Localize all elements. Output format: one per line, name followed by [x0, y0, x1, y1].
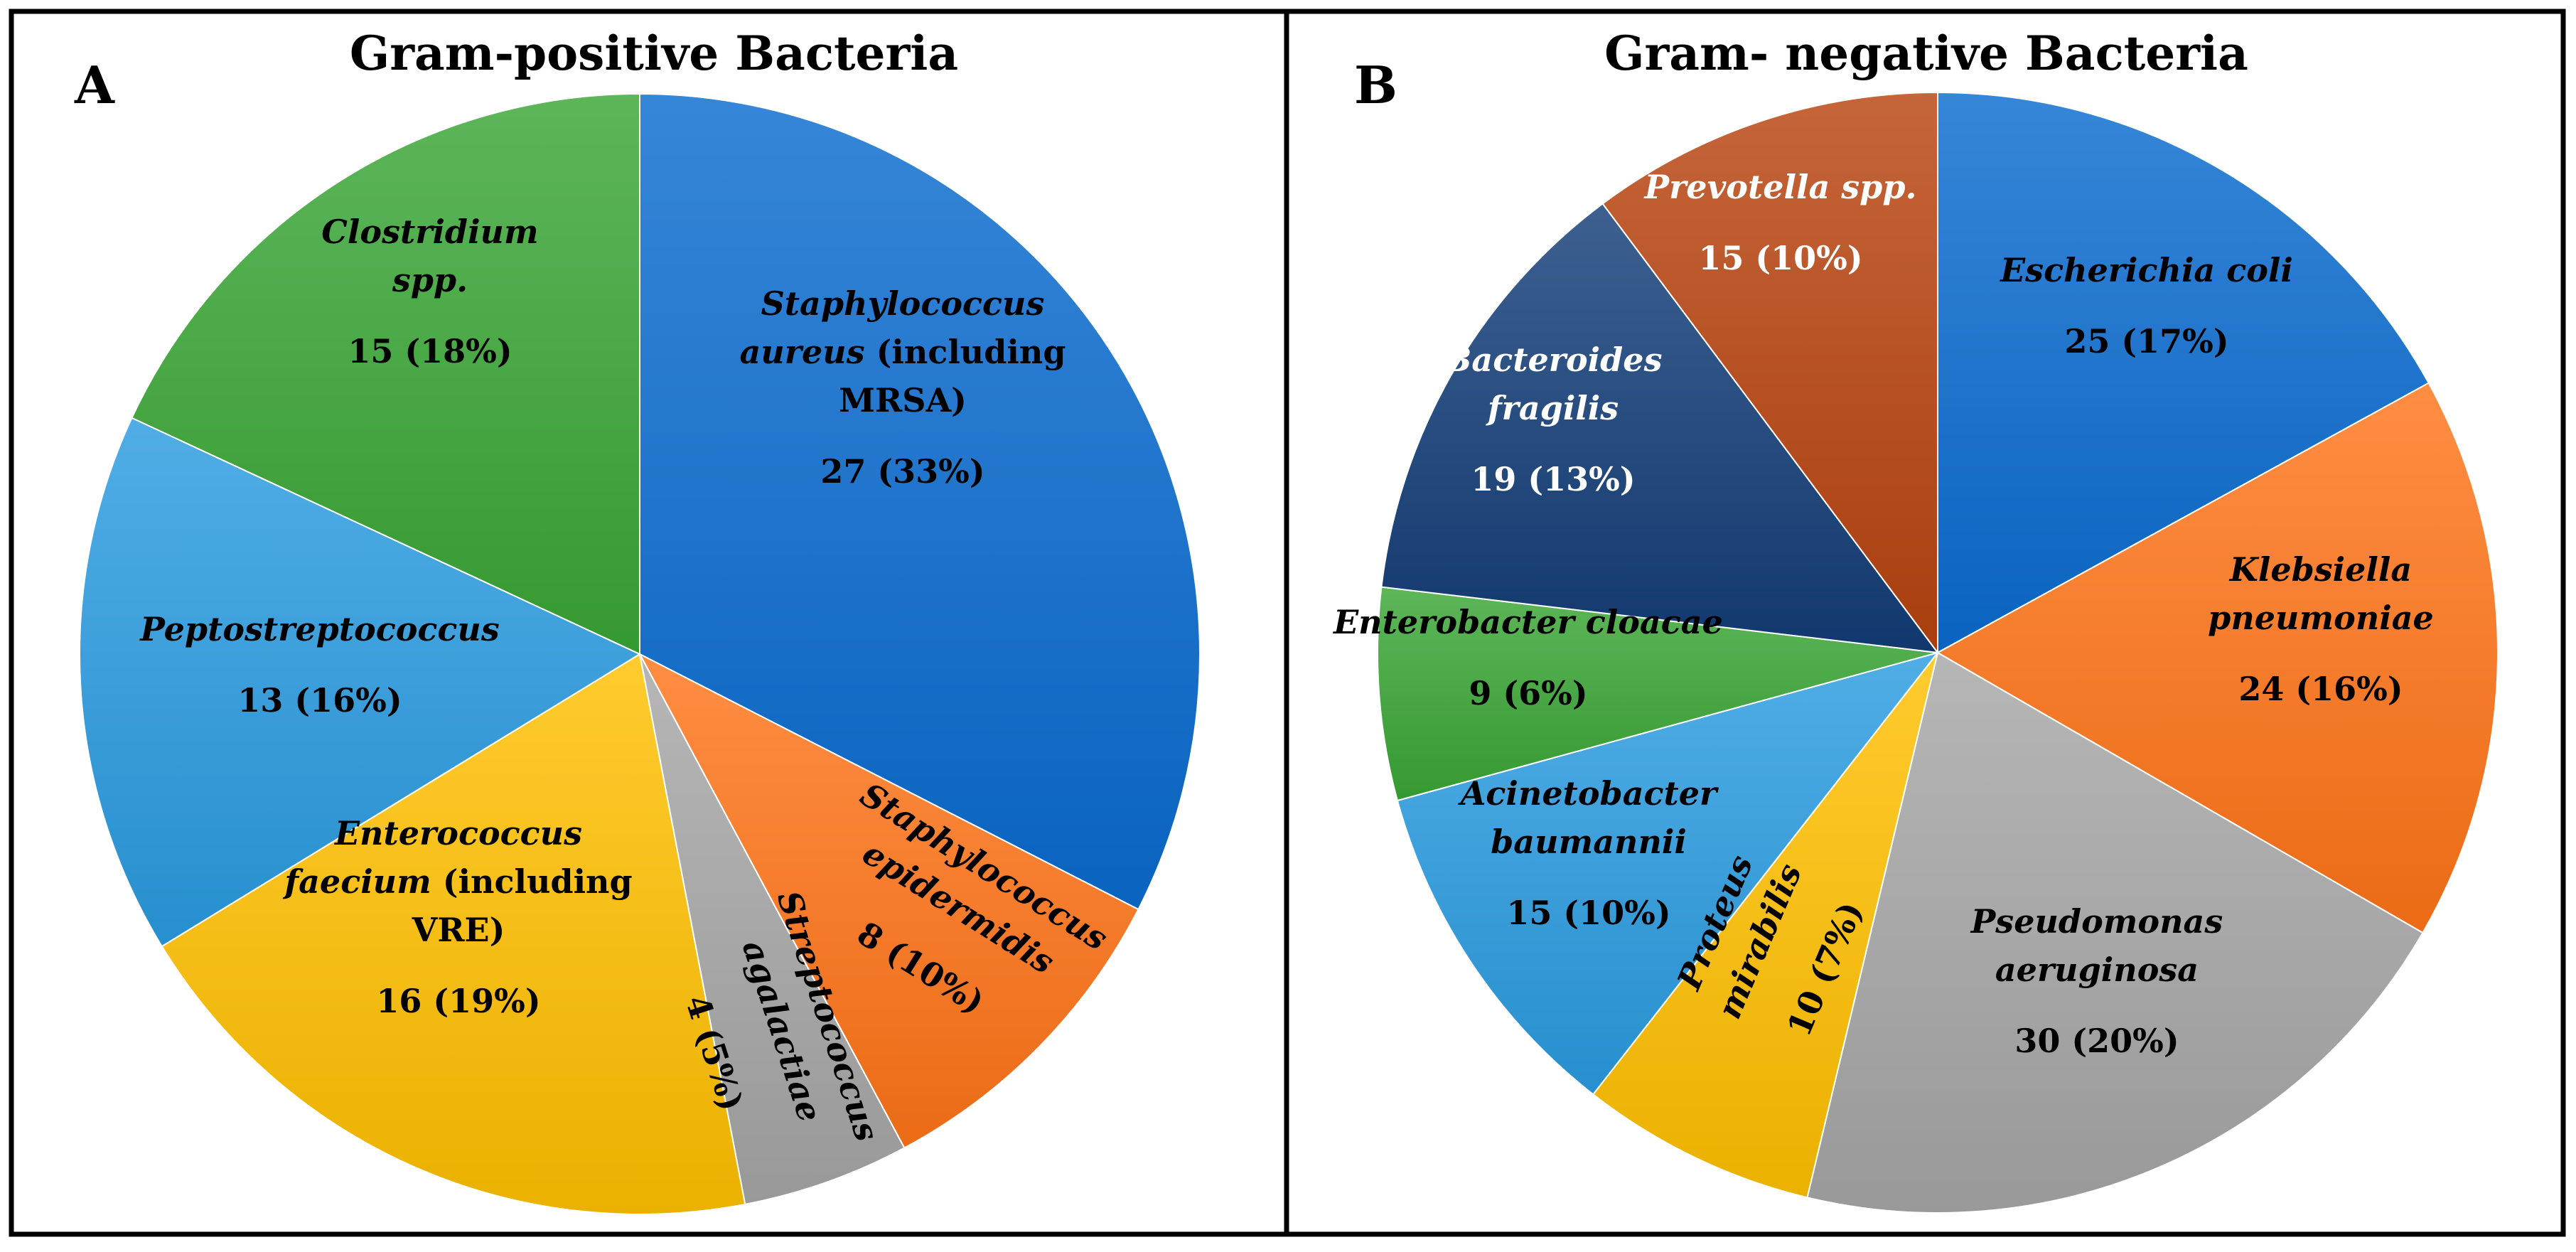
- slice-value-label: 15 (10%): [1698, 239, 1862, 277]
- slice-name-line: Enterobacter cloacae: [1332, 603, 1723, 641]
- slice-value-label: 9 (6%): [1469, 674, 1587, 712]
- pie-slice-klebsiella-pneumoniae: [1936, 382, 2499, 934]
- slice-name-line: aeruginosa: [1995, 951, 2199, 989]
- slice-name-line: Klebsiella: [2228, 550, 2412, 589]
- slice-name-line: Pseudomonas: [1970, 902, 2223, 941]
- pie-slice-prevotella-spp: [1601, 91, 1938, 656]
- slice-name-line: Acinetobacter: [1458, 774, 1719, 813]
- slice-label-klebsiella-pneumoniae: Klebsiella pneumoniae 24 (16%): [2208, 550, 2434, 708]
- slice-label-enterobacter-cloacae: Enterobacter cloacae 9 (6%): [1332, 603, 1723, 712]
- slice-value-label: 13 (16%): [237, 681, 402, 719]
- pie-chart-b: Escherichia coli 25 (17%) Klebsiella pneumo…: [1332, 91, 2499, 1214]
- pie-slice-escherichia-coli: [1937, 91, 2430, 654]
- slice-value-label: 30 (20%): [2014, 1022, 2179, 1060]
- slice-label-prevotella-spp: Prevotella spp. 15 (10%): [1643, 168, 1916, 277]
- pie-slice-streptococcus-agalactiae: [639, 653, 906, 1206]
- slice-name-line: faecium (including: [282, 862, 632, 901]
- slice-label-bacteroides-fragilis: Bacteroides fragilis 19 (13%): [1443, 341, 1663, 498]
- slice-label-peptostreptococcus: Peptostreptococcus 13 (16%): [139, 610, 500, 719]
- pie-slice-staphylococcus-aureus-including-mrsa: [639, 92, 1201, 911]
- pie-slice-peptostreptococcus: [79, 417, 642, 948]
- pie-slice-proteus-mirabilis: [1592, 652, 1938, 1199]
- slice-value-label: 15 (10%): [1506, 894, 1670, 932]
- pie-slice-staphylococcus-epidermidis: [638, 652, 1139, 1149]
- slice-name-line: Bacteroides: [1443, 341, 1663, 379]
- slice-name-line: Peptostreptococcus: [139, 610, 500, 648]
- slice-value-label: 15 (18%): [348, 332, 512, 370]
- slice-name-line: VRE): [412, 911, 505, 949]
- slice-name-line: Enterococcus: [333, 814, 582, 852]
- pie-slice-enterobacter-cloacae: [1377, 586, 1938, 802]
- slice-value-label: 19 (13%): [1471, 460, 1635, 498]
- slice-label-acinetobacter-baumannii: Acinetobacter baumannii 15 (10%): [1458, 774, 1719, 932]
- slice-name-line: pneumoniae: [2208, 599, 2434, 637]
- slice-value-label: 25 (17%): [2064, 322, 2228, 360]
- slice-value-label: 27 (33%): [820, 452, 984, 491]
- slice-label-enterococcus-faecium-including-vre: Enterococcus faecium (including VRE) 16 (19…: [282, 814, 632, 1020]
- slice-name-line: MRSA): [839, 381, 967, 419]
- slice-name-line: aureus (including: [740, 333, 1066, 371]
- slice-name-line: Staphylococcus: [761, 284, 1045, 323]
- slice-label-clostridium-spp: Clostridium spp. 15 (18%): [321, 213, 538, 370]
- slice-value-label: 24 (16%): [2238, 670, 2403, 708]
- panel-b-frame: [1284, 9, 2566, 1237]
- pie-chart-a: Staphylococcus aureus (including MRSA) 27 (…: [79, 92, 1201, 1215]
- panel-b-letter: B: [1354, 55, 1397, 115]
- pie-slice-pseudomonas-aeruginosa: [1806, 651, 2424, 1214]
- panel-a-letter: A: [74, 55, 115, 115]
- slice-name-line: Escherichia coli: [1999, 251, 2293, 289]
- panel-b-title: Gram- negative Bacteria: [1604, 26, 2248, 81]
- slice-name-line: Clostridium: [321, 213, 538, 251]
- slice-value-label: 16 (19%): [376, 982, 540, 1020]
- panel-a-title: Gram-positive Bacteria: [350, 26, 958, 81]
- slice-label-staphylococcus-aureus-including-mrsa: Staphylococcus aureus (including MRSA) 27 (…: [740, 284, 1066, 491]
- slice-name-line: spp.: [392, 261, 468, 299]
- slice-label-pseudomonas-aeruginosa: Pseudomonas aeruginosa 30 (20%): [1970, 902, 2223, 1060]
- pie-slice-enterococcus-faecium-including-vre: [161, 653, 746, 1215]
- slice-name-line: Prevotella spp.: [1643, 168, 1916, 206]
- pie-slice-bacteroides-fragilis: [1380, 203, 1940, 654]
- slice-name-line: fragilis: [1486, 389, 1619, 427]
- pie-slice-clostridium-spp: [131, 92, 640, 656]
- slice-label-escherichia-coli: Escherichia coli 25 (17%): [1999, 251, 2293, 360]
- pie-slice-acinetobacter-baumannii: [1396, 651, 1940, 1096]
- slice-name-line: baumannii: [1491, 823, 1687, 861]
